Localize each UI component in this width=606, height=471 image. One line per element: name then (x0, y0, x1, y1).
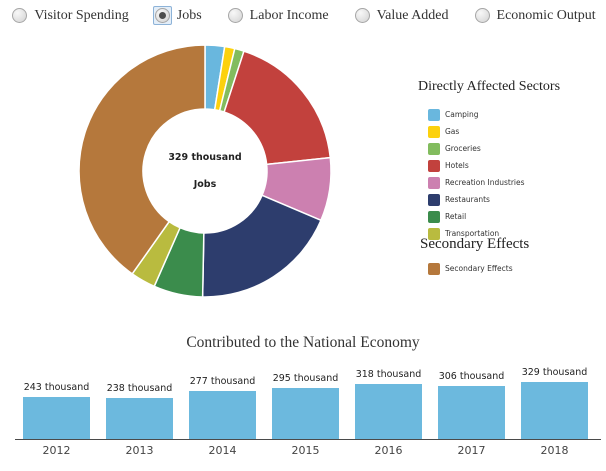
x-axis-tick-2013: 2013 (125, 444, 154, 457)
radio-option-visitor-spending[interactable]: Visitor Spending (10, 6, 129, 25)
bar-2018[interactable] (521, 382, 588, 439)
legend-item-groceries[interactable]: Groceries (428, 140, 525, 157)
x-axis-labels: 2012 2013 2014 2015 2016 2017 2018 (0, 444, 606, 460)
legend-item-label: Restaurants (445, 195, 490, 204)
donut-center-label: 329 thousand Jobs (125, 151, 285, 191)
legend-item-retail[interactable]: Retail (428, 208, 525, 225)
donut-total-value: 329 thousand (168, 152, 242, 163)
bar-2014[interactable] (189, 391, 256, 439)
bar-2015[interactable] (272, 388, 339, 439)
national-economy-bar-chart: 243 thousand 238 thousand 277 thousand 295 … (0, 350, 606, 439)
radio-button-icon[interactable] (10, 6, 29, 25)
bar-2012[interactable] (23, 397, 90, 439)
legend-swatch-icon (428, 262, 440, 275)
radio-option-label: Visitor Spending (34, 7, 129, 23)
bar-value-label-2018: 329 thousand (521, 367, 588, 378)
radio-option-label: Labor Income (249, 7, 329, 23)
donut-slice-hotels[interactable] (223, 50, 332, 166)
jobs-donut-chart (78, 44, 332, 298)
legend-swatch-icon (428, 159, 440, 172)
legend-item-secondary-effects[interactable]: Secondary Effects (428, 260, 513, 277)
legend-swatch-icon (428, 108, 440, 121)
legend-item-label: Gas (445, 127, 460, 136)
radio-option-label: Economic Output (496, 7, 596, 23)
bar-chart-title: Contributed to the National Economy (186, 334, 420, 351)
radio-option-labor-income[interactable]: Labor Income (226, 6, 329, 25)
x-axis-tick-2014: 2014 (208, 444, 237, 457)
legend-item-label: Secondary Effects (445, 264, 513, 273)
donut-metric-name: Jobs (193, 179, 217, 190)
legend-item-label: Retail (445, 212, 467, 221)
radio-option-economic-output[interactable]: Economic Output (473, 6, 596, 25)
legend-secondary-header: Secondary Effects (420, 236, 530, 252)
radio-option-label: Jobs (176, 7, 202, 23)
legend-primary-list: Camping Gas Groceries Hotels Recreation Indu… (428, 106, 525, 242)
radio-unchecked-icon (474, 8, 490, 23)
legend-item-recreation-industries[interactable]: Recreation Industries (428, 174, 525, 191)
radio-checked-icon (154, 8, 170, 23)
radio-unchecked-icon (227, 8, 243, 23)
bar-value-label-2016: 318 thousand (355, 369, 422, 380)
bar-2013[interactable] (106, 398, 173, 439)
bar-value-label-2017: 306 thousand (438, 371, 505, 382)
radio-button-icon[interactable] (226, 6, 245, 25)
legend-swatch-icon (428, 227, 440, 240)
bar-value-label-2015: 295 thousand (272, 373, 339, 384)
legend-primary-header: Directly Affected Sectors (418, 79, 561, 94)
legend-item-label: Hotels (445, 161, 469, 170)
legend-swatch-icon (428, 176, 440, 189)
x-axis-tick-2016: 2016 (374, 444, 403, 457)
legend-item-label: Groceries (445, 144, 481, 153)
legend-item-transportation[interactable]: Transportation (428, 225, 525, 242)
radio-unchecked-icon (354, 8, 370, 23)
x-axis-tick-2018: 2018 (540, 444, 569, 457)
metric-radiogroup: Visitor Spending Jobs Labor Income Value Ad… (0, 6, 606, 25)
legend-item-gas[interactable]: Gas (428, 123, 525, 140)
legend-swatch-icon (428, 142, 440, 155)
legend-item-camping[interactable]: Camping (428, 106, 525, 123)
x-axis-tick-2012: 2012 (42, 444, 71, 457)
legend-item-label: Transportation (445, 229, 500, 238)
legend-item-label: Recreation Industries (445, 178, 525, 187)
legend-item-label: Camping (445, 110, 479, 119)
donut-slice-secondary-effects[interactable] (78, 44, 206, 275)
x-axis-tick-2017: 2017 (457, 444, 486, 457)
bar-value-label-2013: 238 thousand (106, 383, 173, 394)
legend-swatch-icon (428, 193, 440, 206)
x-axis-line (15, 439, 601, 440)
legend-secondary-list: Secondary Effects (428, 260, 513, 277)
legend-item-restaurants[interactable]: Restaurants (428, 191, 525, 208)
radio-option-value-added[interactable]: Value Added (353, 6, 449, 25)
radio-button-icon[interactable] (473, 6, 492, 25)
legend-swatch-icon (428, 125, 440, 138)
radio-option-jobs[interactable]: Jobs (152, 6, 202, 25)
radio-button-icon[interactable] (152, 6, 172, 25)
radio-unchecked-icon (12, 8, 28, 23)
legend-swatch-icon (428, 210, 440, 223)
radio-button-icon[interactable] (353, 6, 372, 25)
radio-option-label: Value Added (376, 7, 449, 23)
x-axis-tick-2015: 2015 (291, 444, 320, 457)
legend-item-hotels[interactable]: Hotels (428, 157, 525, 174)
bar-value-label-2012: 243 thousand (23, 382, 90, 393)
bar-2017[interactable] (438, 386, 505, 439)
bar-2016[interactable] (355, 384, 422, 439)
bar-value-label-2014: 277 thousand (189, 376, 256, 387)
